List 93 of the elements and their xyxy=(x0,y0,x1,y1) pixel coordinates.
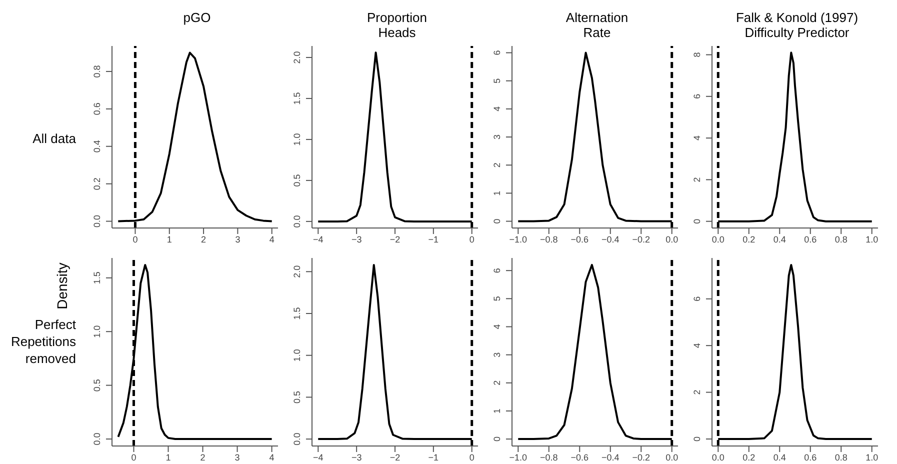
y-tick-label: 6 xyxy=(492,50,502,56)
y-tick-label: 6 xyxy=(492,268,502,274)
x-tick-label: 0.0 xyxy=(666,234,678,244)
y-tick-label: 1.0 xyxy=(292,133,302,146)
y-tick-label: 2 xyxy=(692,177,702,182)
y-tick-label: 1.5 xyxy=(292,92,302,105)
y-tick-label: 0.0 xyxy=(292,432,302,446)
x-tick-label: −0.6 xyxy=(570,452,589,462)
y-tick-label: 1.5 xyxy=(292,307,302,320)
x-tick-label: −3 xyxy=(351,452,362,462)
x-tick-label: 0.6 xyxy=(804,234,817,244)
y-tick-label: 1 xyxy=(492,408,502,414)
x-tick-label: 0.4 xyxy=(773,452,786,462)
y-tick-label: 0.0 xyxy=(92,432,102,446)
y-tick-label: 5 xyxy=(492,78,502,84)
chart-title: Proportion Heads xyxy=(366,10,428,40)
x-tick-label: 0.6 xyxy=(804,452,817,462)
x-tick-label: −0.6 xyxy=(570,234,589,244)
y-tick-label: 4 xyxy=(692,343,702,348)
x-tick-label: 3 xyxy=(234,452,240,462)
x-tick-label: 0.0 xyxy=(666,452,678,462)
y-tick-label: 1 xyxy=(492,190,502,196)
y-tick-label: 0.0 xyxy=(92,215,102,228)
x-tick-label: 4 xyxy=(269,234,274,244)
x-tick-label: 0.2 xyxy=(742,234,756,244)
x-tick-label: 3 xyxy=(235,234,240,244)
y-tick-label: 2 xyxy=(492,162,502,168)
x-tick-label: 4 xyxy=(269,452,274,462)
x-tick-label: 1.0 xyxy=(866,452,878,462)
y-tick-label: 8 xyxy=(692,52,702,58)
x-tick-label: −2 xyxy=(390,234,400,244)
y-tick-label: 0.5 xyxy=(292,174,302,187)
x-tick-label: 2 xyxy=(200,452,206,462)
y-tick-label: 0 xyxy=(492,218,502,224)
x-tick-label: 0 xyxy=(469,234,474,244)
y-tick-label: 4 xyxy=(692,136,702,141)
y-tick-label: 6 xyxy=(692,94,702,99)
x-tick-label: −2 xyxy=(390,452,400,462)
x-tick-label: −0.2 xyxy=(632,234,650,244)
y-tick-label: 1.5 xyxy=(92,272,102,284)
x-tick-label: −3 xyxy=(351,234,362,244)
y-tick-label: 0.4 xyxy=(92,140,102,153)
x-tick-label: 1 xyxy=(166,234,172,244)
x-tick-label: 0.0 xyxy=(712,452,724,462)
chart-title: Falk & Konold (1997) Difficulty Predictor xyxy=(734,10,860,40)
x-tick-label: −0.2 xyxy=(632,452,650,462)
x-tick-label: −1.0 xyxy=(509,234,528,244)
x-tick-label: −4 xyxy=(313,452,324,462)
y-tick-label: 6 xyxy=(692,296,702,302)
x-tick-label: −0.4 xyxy=(601,452,620,462)
y-axis-title: Density xyxy=(54,262,70,310)
y-tick-label: 4 xyxy=(492,324,502,330)
y-tick-label: 1.0 xyxy=(292,349,302,362)
y-tick-label: 0.5 xyxy=(92,379,102,392)
y-tick-label: 0.8 xyxy=(92,65,102,78)
x-tick-label: 0 xyxy=(131,452,136,462)
y-tick-label: 2 xyxy=(692,390,702,395)
x-tick-label: 0.4 xyxy=(773,234,786,244)
y-tick-label: 0 xyxy=(692,436,702,442)
x-tick-label: −1 xyxy=(428,452,439,462)
x-tick-label: −4 xyxy=(313,234,324,244)
y-tick-label: 0.0 xyxy=(292,215,302,228)
x-tick-label: 0 xyxy=(469,452,474,462)
y-tick-label: 5 xyxy=(492,296,502,302)
y-tick-label: 0.5 xyxy=(292,390,302,404)
y-tick-label: 2.0 xyxy=(292,51,302,64)
x-tick-label: −1.0 xyxy=(509,452,528,462)
x-tick-label: 2 xyxy=(201,234,206,244)
x-tick-label: 0 xyxy=(132,234,138,244)
y-tick-label: 1.0 xyxy=(92,325,102,338)
x-tick-label: −0.8 xyxy=(540,234,558,244)
x-tick-label: −1 xyxy=(428,234,439,244)
y-tick-label: 4 xyxy=(492,106,502,112)
x-tick-label: 0.8 xyxy=(834,234,848,244)
chart-title: pGO xyxy=(182,10,212,25)
y-tick-label: 2 xyxy=(492,380,502,386)
y-tick-label: 0.2 xyxy=(92,178,102,190)
text: Perfect Repetitions removed xyxy=(10,316,76,367)
y-tick-label: 0 xyxy=(492,436,502,442)
x-tick-label: −0.4 xyxy=(601,234,620,244)
x-tick-label: 0.8 xyxy=(834,452,848,462)
chart-title: Alternation Rate xyxy=(564,10,630,40)
y-tick-label: 3 xyxy=(492,352,502,358)
y-tick-label: 0 xyxy=(692,218,702,224)
x-tick-label: 0.0 xyxy=(712,234,724,244)
text: All data xyxy=(32,130,76,147)
x-tick-label: 0.2 xyxy=(742,452,756,462)
x-tick-label: 1.0 xyxy=(866,234,878,244)
y-tick-label: 3 xyxy=(492,134,502,140)
y-tick-label: 2.0 xyxy=(292,265,302,278)
x-tick-label: −0.8 xyxy=(540,452,558,462)
y-tick-label: 0.6 xyxy=(92,102,102,116)
x-tick-label: 1 xyxy=(166,452,171,462)
